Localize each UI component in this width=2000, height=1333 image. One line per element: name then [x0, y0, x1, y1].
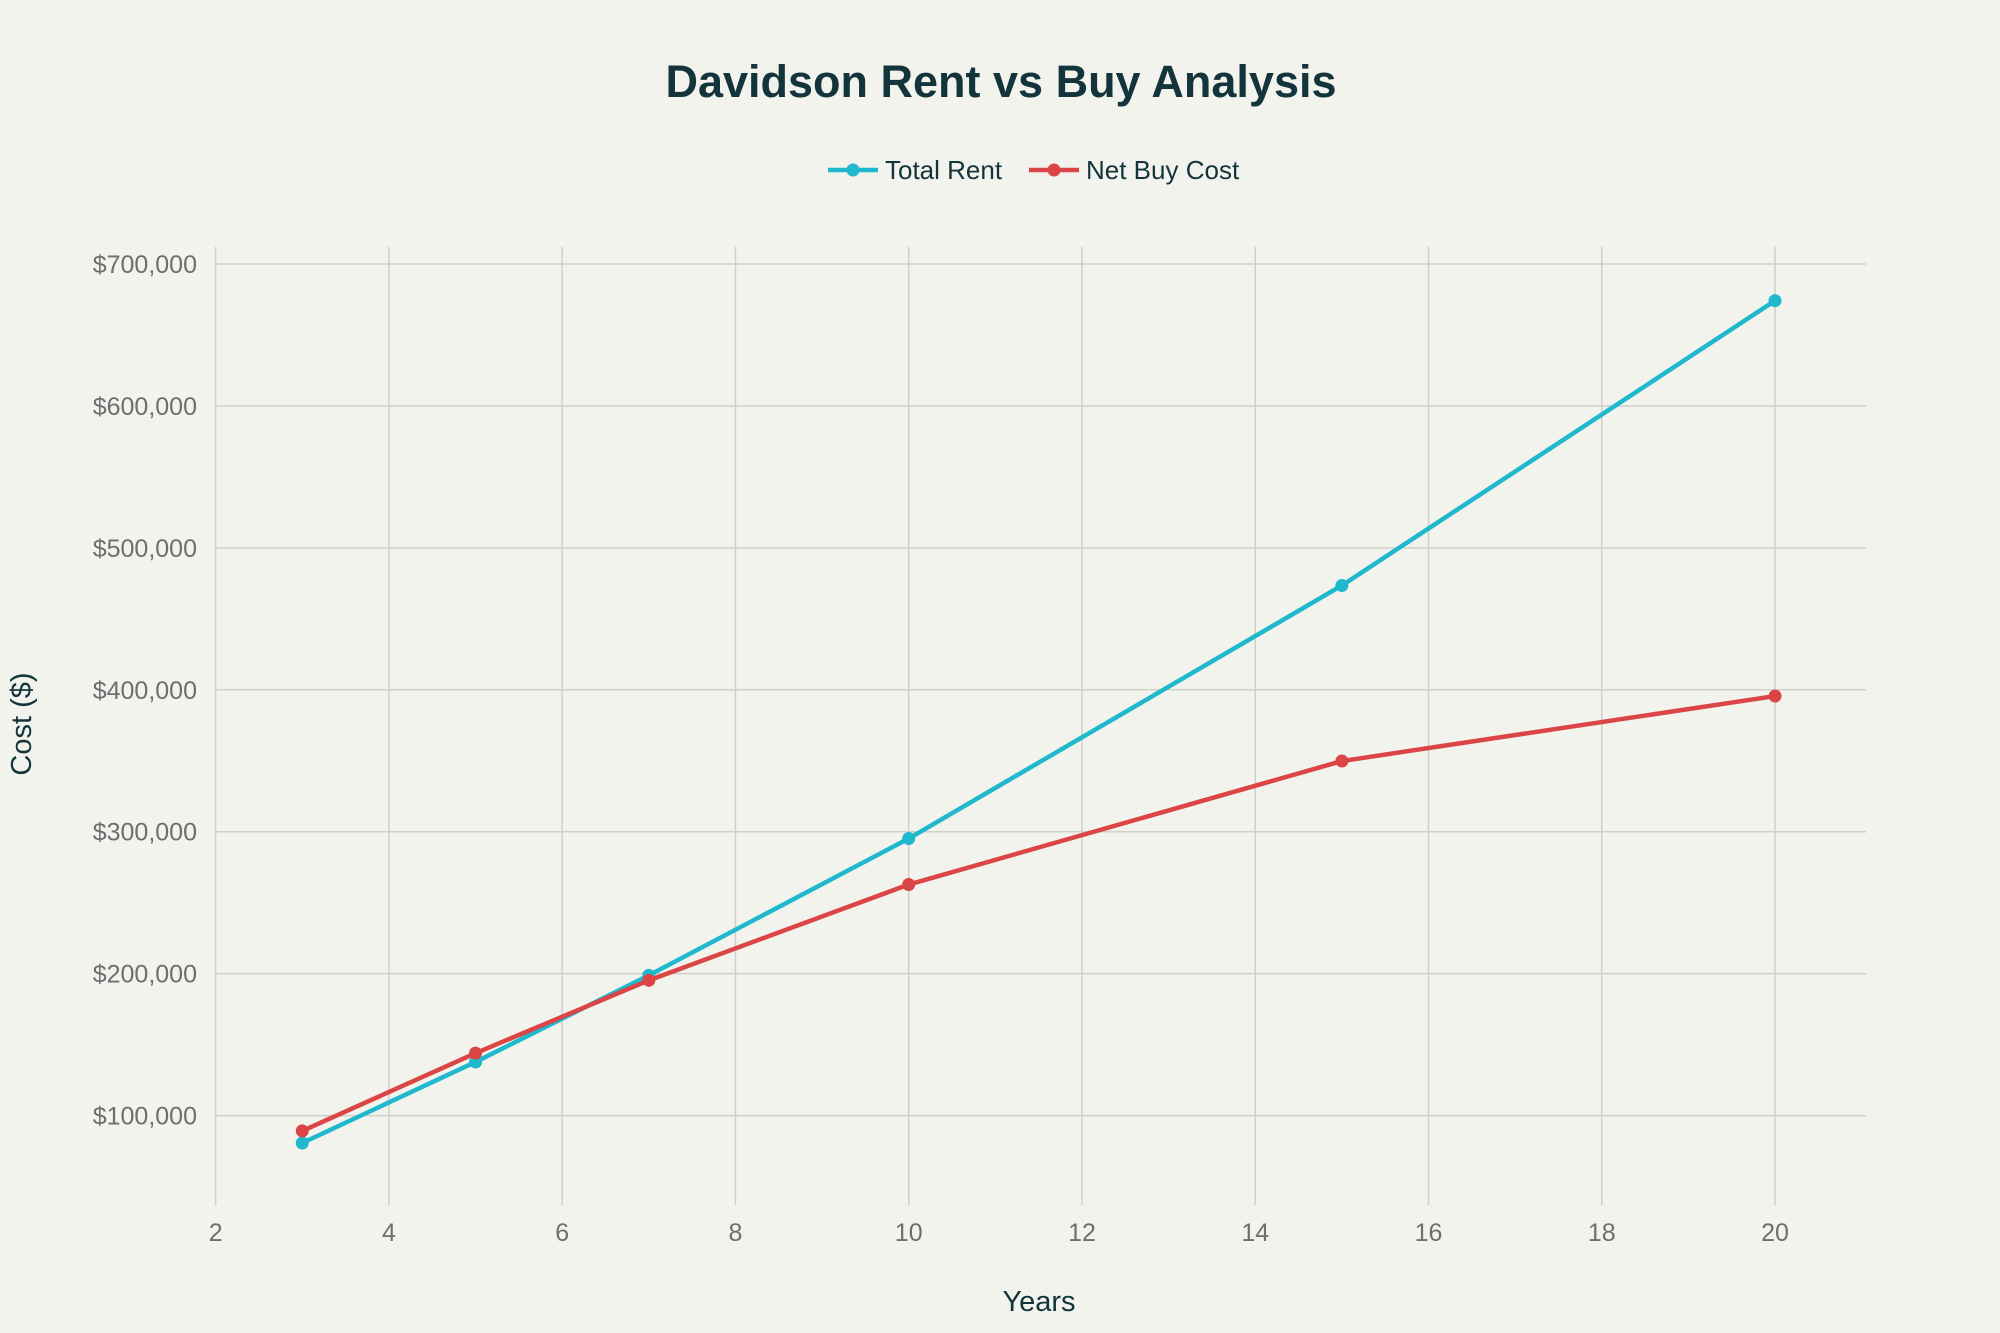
legend-label: Total Rent — [885, 155, 1003, 185]
data-point — [902, 878, 916, 892]
x-tick-label: 8 — [728, 1219, 742, 1247]
legend-item: Net Buy Cost — [1029, 155, 1240, 185]
series-total-rent — [295, 294, 1782, 1150]
grid — [214, 247, 1866, 1205]
data-point — [642, 973, 656, 987]
y-tick-label: $700,000 — [93, 251, 197, 279]
x-tick-label: 4 — [382, 1219, 396, 1247]
legend-label: Net Buy Cost — [1086, 155, 1240, 185]
legend-marker — [1047, 163, 1061, 177]
data-point — [1768, 689, 1782, 703]
data-point — [902, 832, 916, 846]
data-point — [295, 1124, 309, 1138]
x-tick-label: 20 — [1761, 1219, 1789, 1247]
x-tick-label: 2 — [209, 1219, 223, 1247]
x-axis-label: Years — [1002, 1286, 1075, 1318]
x-tick-label: 6 — [555, 1219, 569, 1247]
data-point — [1335, 754, 1349, 768]
data-point — [295, 1136, 309, 1150]
series-net-buy-cost — [295, 689, 1782, 1138]
y-tick-label: $600,000 — [93, 393, 197, 421]
series-line — [301, 298, 1777, 1146]
data-point — [1768, 294, 1782, 308]
series-line — [301, 693, 1776, 1133]
x-tick-label: 16 — [1415, 1219, 1443, 1247]
x-tick-label: 10 — [895, 1219, 923, 1247]
legend: Total Rent Net Buy Cost — [828, 155, 1240, 185]
y-tick-label: $400,000 — [93, 677, 197, 705]
series-group — [295, 294, 1782, 1150]
y-tick-label: $200,000 — [93, 961, 197, 989]
legend-marker — [846, 163, 860, 177]
data-point — [1335, 578, 1349, 592]
tick-labels: 2 4 6 8 10 12 14 16 18 20 $100,000 $200,000 $300,000… — [93, 251, 1789, 1247]
x-tick-label: 14 — [1241, 1219, 1269, 1247]
y-axis-label: Cost ($) — [6, 672, 38, 775]
chart-title: Davidson Rent vs Buy Analysis — [665, 56, 1336, 107]
x-tick-label: 18 — [1588, 1219, 1616, 1247]
y-tick-label: $300,000 — [93, 819, 197, 847]
y-tick-label: $100,000 — [93, 1103, 197, 1131]
legend-item: Total Rent — [828, 155, 1003, 185]
x-tick-label: 12 — [1068, 1219, 1096, 1247]
y-tick-label: $500,000 — [93, 535, 197, 563]
data-point — [469, 1046, 483, 1060]
